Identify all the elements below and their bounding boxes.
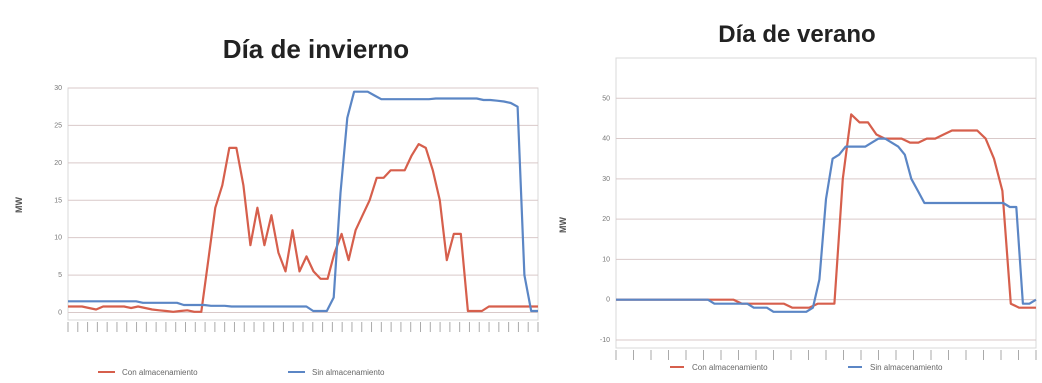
summer-chart: Día de verano MW -10 0 10 20 30 40 50 Con alma… [558, 21, 1037, 372]
summer-series-lines [616, 113, 1037, 313]
winter-plot-area [67, 87, 539, 321]
left-series-line-con-almacenamiento [68, 143, 538, 313]
winter-x-ticks [67, 322, 539, 332]
left-y-tick-label: 20 [54, 160, 62, 167]
right-y-tick-label: 50 [602, 95, 610, 102]
left-y-tick-label: 15 [54, 197, 62, 204]
right-y-tick-label: -10 [600, 337, 610, 344]
winter-y-axis-label: MW [14, 197, 24, 213]
winter-legend-sin-label: Sin almacenamiento [312, 368, 385, 377]
right-y-tick-label: 40 [602, 136, 610, 143]
left-series-line-sin-almacenamiento [68, 90, 538, 313]
right-series-line-sin-almacenamiento [616, 137, 1037, 313]
left-y-tick-label: 5 [58, 272, 62, 279]
summer-legend-con-label: Con almacenamiento [692, 363, 768, 372]
summer-y-axis-label: MW [558, 217, 568, 233]
right-y-tick-label: 10 [602, 256, 610, 263]
winter-gridlines: 0 5 10 15 20 25 30 [54, 85, 538, 317]
summer-legend-sin-label: Sin almacenamiento [870, 363, 943, 372]
winter-legend: Con almacenamiento Sin almacenamiento [98, 368, 385, 377]
winter-legend-con-label: Con almacenamiento [122, 368, 198, 377]
winter-chart-title: Día de invierno [223, 34, 409, 64]
left-y-tick-label: 10 [54, 235, 62, 242]
left-y-tick-label: 30 [54, 85, 62, 92]
winter-series-lines [68, 90, 538, 313]
winter-chart: Día de invierno MW 0 5 10 15 20 25 30 Con alma… [14, 34, 539, 377]
summer-legend: Con almacenamiento Sin almacenamiento [670, 363, 943, 372]
summer-x-ticks [615, 350, 1037, 360]
left-y-tick-label: 25 [54, 122, 62, 129]
right-y-tick-label: 0 [606, 297, 610, 304]
right-y-tick-label: 30 [602, 176, 610, 183]
summer-chart-title: Día de verano [718, 21, 875, 48]
left-y-tick-label: 0 [58, 310, 62, 317]
right-y-tick-label: 20 [602, 216, 610, 223]
